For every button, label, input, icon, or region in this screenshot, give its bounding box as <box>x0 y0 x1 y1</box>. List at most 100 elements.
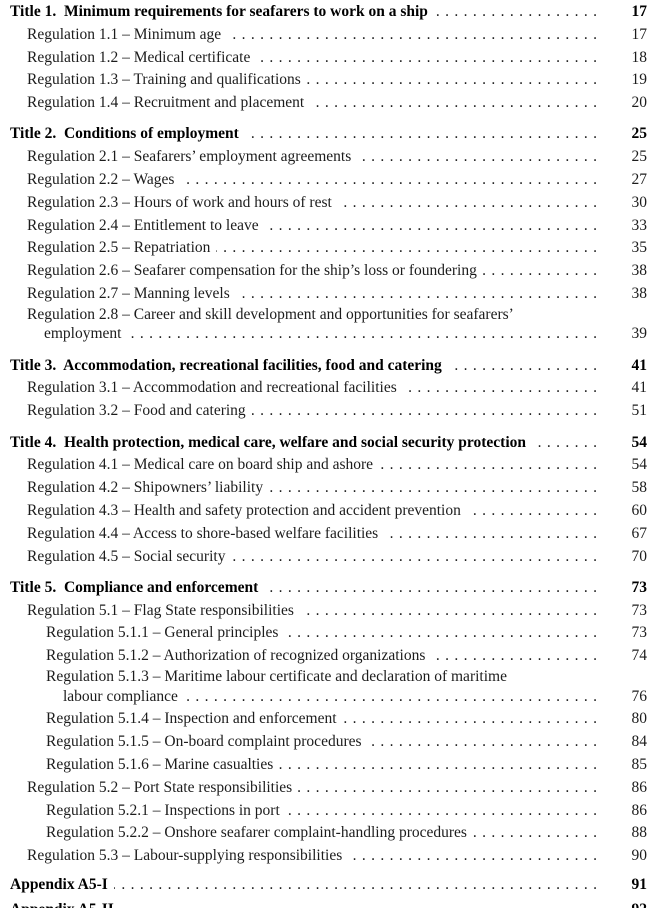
dot-leader: . . . . . . . . . . . . . . . . . . . . … <box>467 500 597 523</box>
toc-entry-label: Title 4. Health protection, medical care… <box>10 433 527 451</box>
dot-leader: . . . . . . . . . . . . . . . . . . . . … <box>338 192 597 215</box>
toc-entry-label: Regulation 4.4 – Access to shore-based w… <box>27 524 379 542</box>
dot-leader: . . . . . . . . . . . . . . . . . . . . … <box>379 454 597 477</box>
toc-entry-page: 58 <box>631 479 648 497</box>
dot-leader: . . . . . . . . . . . . . . . . . . . . … <box>231 546 597 569</box>
toc-entry-page: 25 <box>631 148 648 166</box>
toc-entry: Regulation 3.2 – Food and catering . . .… <box>0 400 647 423</box>
dot-leader: . . . . . . . . . . . . . . . . . . . . … <box>368 731 597 754</box>
toc-entry: Regulation 1.4 – Recruitment and placeme… <box>0 92 647 115</box>
toc-entry-page: 76 <box>631 687 648 705</box>
dot-leader: . . . . . . . . . . . . . . . . . . . . … <box>403 377 597 400</box>
dot-leader: . . . . . . . . . . . . . . . . . . . . … <box>252 400 597 423</box>
toc-entry-label: Regulation 1.4 – Recruitment and placeme… <box>27 94 305 112</box>
toc-entry: Appendix A5-I . . . . . . . . . . . . . … <box>0 874 647 897</box>
toc-entry-page: 84 <box>631 733 648 751</box>
toc-entry-label: Regulation 5.2.1 – Inspections in port <box>46 801 280 819</box>
toc-entry-label: Regulation 1.2 – Medical certificate <box>27 48 251 66</box>
toc-entry: labour compliance . . . . . . . . . . . … <box>0 686 647 709</box>
toc-entry-page: 18 <box>631 48 648 66</box>
toc-entry-label: Regulation 5.1.1 – General principles <box>46 624 279 642</box>
dot-leader-dots: . . . . . . . . . . . . . . . . . . . . … <box>284 624 597 642</box>
dot-leader-dots: . . . . . . . . . . . . . . . . . . . . … <box>279 755 597 773</box>
dot-leader-dots: . . . . . . . . . . . . . . . . . . . . … <box>216 239 597 257</box>
toc-entry-page: 85 <box>631 755 648 773</box>
dot-leader-dots: . . . . . . . . . . . . . . . . . . . . … <box>128 325 598 343</box>
toc-entry: Regulation 2.6 – Seafarer compensation f… <box>0 260 647 283</box>
toc-entry-label: Regulation 4.5 – Social security <box>27 547 226 565</box>
toc-entry-page: 54 <box>631 456 648 474</box>
toc-entry-page: 88 <box>631 824 648 842</box>
toc-entry-page: 67 <box>631 524 648 542</box>
toc-entry: Regulation 5.2.1 – Inspections in port .… <box>0 800 647 823</box>
dot-leader-dots: . . . . . . . . . . . . . . . . . . . . … <box>114 876 597 894</box>
dot-leader-dots: . . . . . . . . . . . . . . . . . . . . … <box>286 801 597 819</box>
dot-leader: . . . . . . . . . . . . . . . . . . . . … <box>264 577 597 600</box>
dot-leader-dots: . . . . . . . . . . . . . . . . . . . . … <box>338 193 597 211</box>
dot-leader: . . . . . . . . . . . . . . . . . . . . … <box>128 323 598 346</box>
toc-entry-page: 70 <box>631 547 648 565</box>
toc-entry-page: 39 <box>631 325 648 343</box>
toc-entry: Regulation 5.1.4 – Inspection and enforc… <box>0 708 647 731</box>
toc-entry-label: Regulation 3.1 – Accommodation and recre… <box>27 379 397 397</box>
toc-entry: Regulation 2.5 – Repatriation . . . . . … <box>0 237 647 260</box>
dot-leader-dots: . . . . . . . . . . . . . . . . . . . . … <box>448 356 597 374</box>
dot-leader-dots: . . . . . . . . . . . . . . . . . . . . … <box>483 262 597 280</box>
dot-leader-dots: . . . . . . . . . . . . . . . . . . . . … <box>467 501 597 519</box>
toc-entry-page: 20 <box>631 94 648 112</box>
toc-entry: Regulation 5.2.2 – Onshore seafarer comp… <box>0 822 647 845</box>
toc-entry-page: 73 <box>631 578 648 596</box>
toc-entry: Regulation 2.3 – Hours of work and hours… <box>0 192 647 215</box>
toc-entry: Regulation 5.1.3 – Maritime labour certi… <box>0 668 647 686</box>
toc-entry-page: 86 <box>631 778 648 796</box>
dot-leader: . . . . . . . . . . . . . . . . . . . . … <box>284 622 597 645</box>
dot-leader: . . . . . . . . . . . . . . . . . . . . … <box>120 899 597 908</box>
dot-leader-dots: . . . . . . . . . . . . . . . . . . . . … <box>256 48 597 66</box>
toc-entry-label: Regulation 5.2 – Port State responsibili… <box>27 778 293 796</box>
dot-leader: . . . . . . . . . . . . . . . . . . . . … <box>357 146 597 169</box>
toc-entry-page: 27 <box>631 171 648 189</box>
toc-entry-page: 30 <box>631 193 648 211</box>
toc-entry-page: 51 <box>631 402 648 420</box>
toc-entry: Regulation 5.1.1 – General principles . … <box>0 622 647 645</box>
dot-leader: . . . . . . . . . . . . . . . . . . . . … <box>269 477 597 500</box>
toc-entry: Regulation 2.7 – Manning levels . . . . … <box>0 283 647 306</box>
dot-leader: . . . . . . . . . . . . . . . . . . . . … <box>114 874 597 897</box>
toc-entry-page: 74 <box>631 647 648 665</box>
toc-entry-page: 41 <box>631 379 648 397</box>
dot-leader: . . . . . . . . . . . . . . . . . . . . … <box>245 123 597 146</box>
toc-entry-label: Appendix A5-I <box>10 876 108 894</box>
dot-leader: . . . . . . . . . . . . . . . . . . . . … <box>227 24 597 47</box>
dot-leader: . . . . . . . . . . . . . . . . . . . . … <box>348 845 597 868</box>
dot-leader-dots: . . . . . . . . . . . . . . . . . . . . … <box>434 3 597 20</box>
toc-entry: Title 1. Minimum requirements for seafar… <box>0 1 647 24</box>
dot-leader-dots: . . . . . . . . . . . . . . . . . . . . … <box>310 94 597 112</box>
dot-leader: . . . . . . . . . . . . . . . . . . . . … <box>298 777 597 800</box>
dot-leader: . . . . . . . . . . . . . . . . . . . . … <box>310 92 597 115</box>
toc-entry: Regulation 1.2 – Medical certificate . .… <box>0 47 647 70</box>
toc-entry-page: 80 <box>631 710 648 728</box>
dot-leader: . . . . . . . . . . . . . . . . . . . . … <box>286 800 597 823</box>
toc-entry-label: Regulation 5.1.4 – Inspection and enforc… <box>46 710 337 728</box>
toc-entry: Regulation 4.1 – Medical care on board s… <box>0 454 647 477</box>
dot-leader: . . . . . . . . . . . . . . . . . . . . … <box>180 169 597 192</box>
dot-leader: . . . . . . . . . . . . . . . . . . . . … <box>532 432 597 455</box>
toc-entry-label: Regulation 4.1 – Medical care on board s… <box>27 456 374 474</box>
toc-entry: employment . . . . . . . . . . . . . . .… <box>0 323 647 346</box>
dot-leader: . . . . . . . . . . . . . . . . . . . . … <box>483 260 597 283</box>
toc-entry-label: Regulation 2.4 – Entitlement to leave <box>27 216 259 234</box>
toc-entry-label: Regulation 2.6 – Seafarer compensation f… <box>27 262 477 280</box>
toc-entry-page: 86 <box>631 801 648 819</box>
dot-leader: . . . . . . . . . . . . . . . . . . . . … <box>307 69 597 92</box>
toc-entry: Regulation 5.1.2 – Authorization of reco… <box>0 645 647 668</box>
toc-entry: Regulation 2.4 – Entitlement to leave . … <box>0 215 647 238</box>
toc-entry: Regulation 5.1 – Flag State responsibili… <box>0 600 647 623</box>
dot-leader: . . . . . . . . . . . . . . . . . . . . … <box>184 686 597 709</box>
dot-leader: . . . . . . . . . . . . . . . . . . . . … <box>216 237 597 260</box>
dot-leader: . . . . . . . . . . . . . . . . . . . . … <box>256 47 597 70</box>
dot-leader-dots: . . . . . . . . . . . . . . . . . . . . … <box>184 687 597 705</box>
toc-entry-page: 73 <box>631 624 648 642</box>
dot-leader-dots: . . . . . . . . . . . . . . . . . . . . … <box>180 171 597 189</box>
toc-entry: Regulation 4.2 – Shipowners’ liability .… <box>0 477 647 500</box>
